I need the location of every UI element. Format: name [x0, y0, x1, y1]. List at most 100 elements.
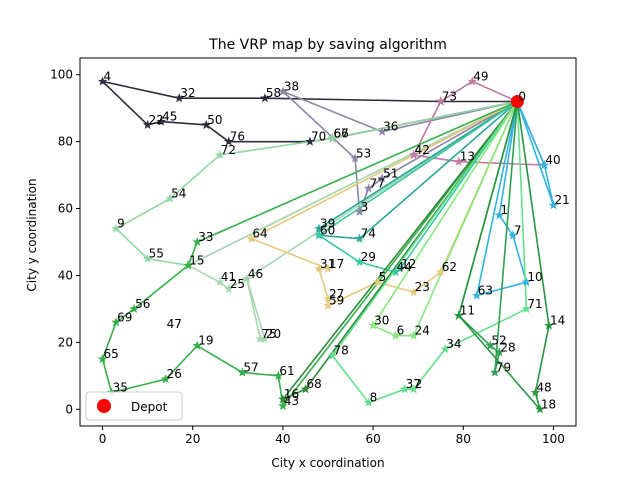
- city-label: 49: [473, 69, 488, 83]
- city-label: 40: [545, 153, 560, 167]
- city-label: 13: [460, 150, 475, 164]
- city-label: 63: [478, 284, 493, 298]
- city-marker: [544, 320, 554, 330]
- city-marker: [453, 310, 464, 320]
- city-marker: [408, 287, 419, 297]
- route-line: [331, 101, 528, 404]
- city-marker: [327, 350, 338, 360]
- x-tick-label: 20: [185, 432, 200, 446]
- city-label: 4: [104, 69, 112, 83]
- city-marker: [214, 277, 225, 287]
- city-marker: [395, 263, 405, 273]
- city-marker: [539, 159, 550, 170]
- x-tick-label: 100: [542, 432, 565, 446]
- city-label: 24: [415, 324, 430, 338]
- city-label: 10: [527, 270, 542, 284]
- route-line: [114, 100, 518, 267]
- city-marker: [314, 263, 324, 273]
- city-label: 3: [361, 200, 369, 214]
- city-marker: [278, 400, 288, 411]
- city-label: 7: [514, 223, 522, 237]
- city-marker: [508, 230, 518, 240]
- city-label: 32: [180, 86, 195, 100]
- city-marker: [183, 260, 194, 270]
- city-marker: [548, 200, 559, 210]
- city-marker: [453, 156, 464, 166]
- city-label: 43: [284, 394, 299, 408]
- city-marker: [354, 257, 365, 267]
- y-tick-label: 100: [50, 68, 73, 82]
- city-marker: [490, 367, 500, 377]
- city-marker: [494, 210, 505, 220]
- city-label: 23: [415, 280, 430, 294]
- city-label: 60: [320, 223, 335, 237]
- city-label: 68: [306, 377, 321, 391]
- city-label: 77: [370, 176, 385, 190]
- city-label: 72: [221, 143, 236, 157]
- y-tick-label: 0: [65, 402, 73, 416]
- route-line: [282, 100, 519, 400]
- city-marker: [535, 404, 545, 414]
- city-label: 42: [415, 143, 430, 157]
- city-label: 50: [207, 113, 222, 127]
- city-marker: [521, 277, 532, 287]
- city-label: 18: [541, 397, 556, 411]
- city-label: 16: [284, 387, 299, 401]
- legend: Depot: [85, 391, 183, 421]
- route-line: [457, 101, 550, 410]
- city-marker: [408, 149, 419, 160]
- city-marker: [530, 387, 541, 397]
- city-label: 31: [320, 257, 335, 271]
- city-label: 45: [162, 110, 177, 124]
- city-label: 78: [334, 344, 349, 358]
- city-label: 28: [500, 340, 515, 354]
- route-line: [516, 101, 555, 206]
- city-marker: [323, 263, 333, 273]
- city-marker: [129, 303, 139, 314]
- city-marker: [368, 320, 378, 330]
- city-label: 12: [401, 257, 416, 271]
- city-marker: [354, 233, 365, 243]
- city-label: 69: [117, 310, 132, 324]
- y-tick-label: 20: [58, 335, 73, 349]
- city-marker: [494, 347, 505, 357]
- city-marker: [223, 136, 234, 146]
- city-label: 38: [284, 79, 299, 93]
- city-label: 48: [536, 381, 551, 395]
- city-label: 30: [374, 314, 389, 328]
- city-marker: [471, 290, 482, 300]
- city-label: 54: [171, 187, 186, 201]
- city-label: 17: [329, 257, 344, 271]
- city-marker: [174, 93, 185, 103]
- city-label: 6: [397, 324, 405, 338]
- city-label: 9: [117, 217, 125, 231]
- city-label: 39: [320, 217, 335, 231]
- city-label: 26: [167, 367, 182, 381]
- city-marker: [435, 267, 446, 277]
- city-label: 37: [406, 377, 421, 391]
- city-marker: [363, 397, 374, 407]
- city-label: 25: [230, 277, 245, 291]
- city-marker: [97, 354, 108, 364]
- city-marker: [440, 343, 451, 354]
- city-label: 53: [356, 146, 371, 160]
- city-label: 35: [113, 381, 128, 395]
- chart-title: The VRP map by saving algorithm: [208, 37, 447, 53]
- city-label: 52: [491, 334, 506, 348]
- city-marker: [278, 394, 288, 404]
- city-label: 0: [518, 89, 526, 103]
- city-marker: [305, 136, 315, 146]
- x-tick-label: 0: [99, 432, 107, 446]
- city-label: 76: [230, 130, 245, 144]
- city-label: 19: [198, 334, 213, 348]
- city-label: 64: [252, 227, 267, 241]
- depot-marker: [510, 94, 524, 108]
- city-label: 21: [554, 193, 569, 207]
- city-marker: [314, 230, 324, 240]
- city-marker: [111, 223, 121, 233]
- city-marker: [111, 317, 121, 327]
- y-axis-label: City y coordination: [25, 178, 39, 291]
- city-label: 44: [397, 260, 412, 274]
